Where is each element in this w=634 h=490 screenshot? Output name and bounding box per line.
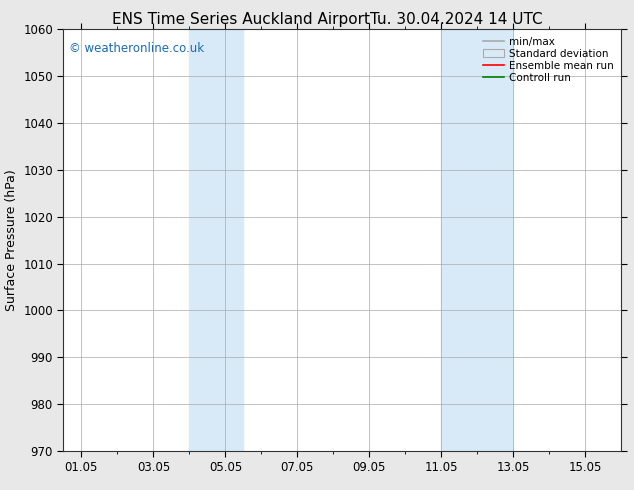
Text: © weatheronline.co.uk: © weatheronline.co.uk	[69, 42, 204, 55]
Text: ENS Time Series Auckland Airport: ENS Time Series Auckland Airport	[112, 12, 370, 27]
Y-axis label: Surface Pressure (hPa): Surface Pressure (hPa)	[4, 169, 18, 311]
Bar	[190, 29, 243, 451]
Text: Tu. 30.04.2024 14 UTC: Tu. 30.04.2024 14 UTC	[370, 12, 543, 27]
Bar	[441, 29, 514, 451]
Legend: min/max, Standard deviation, Ensemble mean run, Controll run: min/max, Standard deviation, Ensemble me…	[479, 32, 618, 87]
